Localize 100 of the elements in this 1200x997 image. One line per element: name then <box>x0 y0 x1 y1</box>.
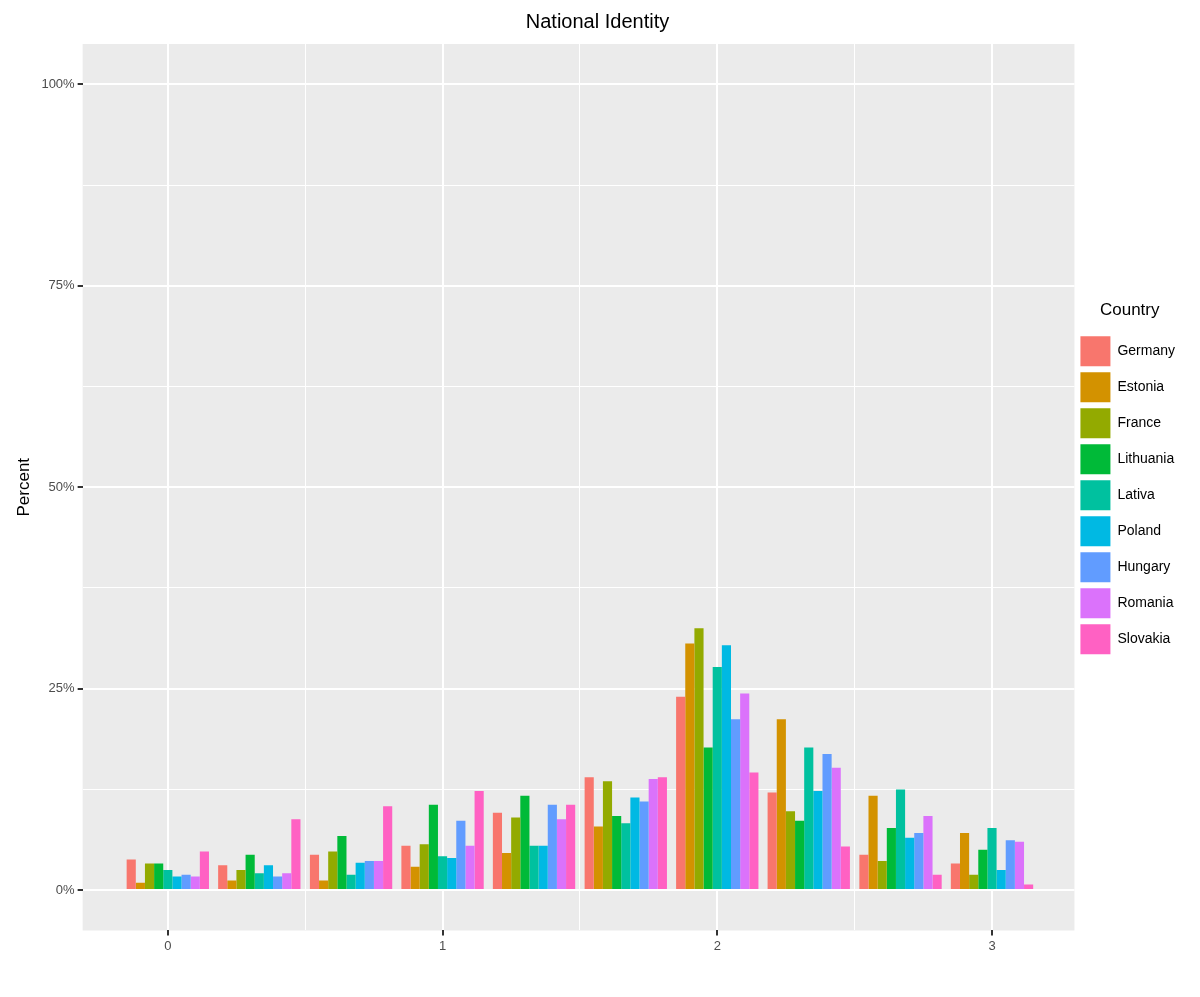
bar <box>1005 840 1015 890</box>
bar <box>383 806 393 890</box>
bar <box>190 876 200 890</box>
bar <box>337 836 347 890</box>
bar <box>996 869 1006 890</box>
bar <box>254 873 264 890</box>
bar <box>447 857 457 890</box>
x-tick-label: 0 <box>164 937 172 953</box>
bar <box>721 645 731 890</box>
bar <box>703 747 713 890</box>
bar <box>511 817 521 890</box>
bar <box>749 772 759 890</box>
legend-label: Poland <box>1117 522 1162 539</box>
bar <box>868 795 878 890</box>
legend-label: Lativa <box>1117 486 1155 503</box>
y-tick-label: 25% <box>48 680 76 696</box>
bar <box>813 790 823 890</box>
bar <box>529 845 539 890</box>
bar <box>144 863 155 890</box>
bar <box>273 876 283 890</box>
x-tick-label: 2 <box>713 937 721 953</box>
bar <box>355 862 365 890</box>
bar <box>556 819 567 890</box>
bar <box>676 696 686 890</box>
y-tick-label: 50% <box>48 478 76 494</box>
y-tick-label: 100% <box>41 75 76 91</box>
y-tick-label: 75% <box>48 277 76 293</box>
bar <box>584 777 594 890</box>
bar <box>172 876 182 890</box>
bar <box>1024 884 1034 890</box>
legend-label: Germany <box>1117 342 1176 359</box>
bar <box>199 851 209 890</box>
bar <box>740 693 750 890</box>
bar <box>437 856 448 890</box>
y-tick-label: 0% <box>55 881 76 897</box>
bar <box>932 874 942 890</box>
bar <box>785 811 796 890</box>
bar <box>502 853 512 890</box>
bar <box>410 866 420 890</box>
bar <box>263 865 274 890</box>
bar <box>181 874 191 890</box>
bar <box>950 863 960 890</box>
bar <box>776 719 786 890</box>
bar <box>959 832 970 890</box>
chart-title: National Identity <box>525 9 670 32</box>
bar <box>319 880 329 890</box>
bar <box>236 869 246 890</box>
bar <box>154 863 164 890</box>
bar <box>291 819 301 890</box>
legend-label: Slovakia <box>1117 630 1171 647</box>
bar <box>895 789 906 890</box>
bar <box>914 832 924 890</box>
bar <box>456 820 466 890</box>
bar <box>767 792 777 890</box>
bar <box>401 845 411 890</box>
bar <box>886 828 896 890</box>
bar <box>1014 841 1025 890</box>
bar <box>364 861 374 890</box>
bar <box>282 873 292 890</box>
bar <box>731 719 741 890</box>
bar <box>657 777 667 890</box>
bar <box>547 804 557 890</box>
legend-label: Estonia <box>1117 378 1165 395</box>
bar <box>373 861 384 890</box>
bar <box>309 854 320 890</box>
bar <box>795 820 805 890</box>
bar <box>346 874 356 890</box>
bar <box>227 880 237 890</box>
bar <box>804 747 814 890</box>
bar <box>538 845 548 890</box>
legend-label: Lithuania <box>1117 450 1175 467</box>
bar <box>520 795 530 890</box>
bar <box>694 628 704 890</box>
bar <box>905 837 915 890</box>
legend-title: Country <box>1099 299 1160 319</box>
bar <box>218 865 228 890</box>
bar <box>978 849 988 890</box>
bar <box>135 882 145 890</box>
bar <box>245 854 255 890</box>
legend-label: Hungary <box>1117 558 1171 575</box>
bar <box>859 854 869 890</box>
bar <box>621 823 631 890</box>
bar <box>840 846 850 890</box>
bar <box>602 781 613 890</box>
bar <box>465 845 475 890</box>
bar <box>593 826 603 890</box>
x-tick-label: 1 <box>438 937 447 953</box>
bar <box>419 844 429 890</box>
bar <box>877 861 887 890</box>
bar <box>987 828 997 890</box>
bar <box>712 666 722 890</box>
y-axis-title: Percent <box>13 457 33 517</box>
bar <box>822 753 832 890</box>
bar <box>612 815 622 890</box>
bar <box>648 778 658 890</box>
bar <box>492 812 503 890</box>
bar <box>630 797 640 890</box>
bar <box>639 801 649 890</box>
bar <box>969 874 979 890</box>
bar <box>428 804 438 890</box>
